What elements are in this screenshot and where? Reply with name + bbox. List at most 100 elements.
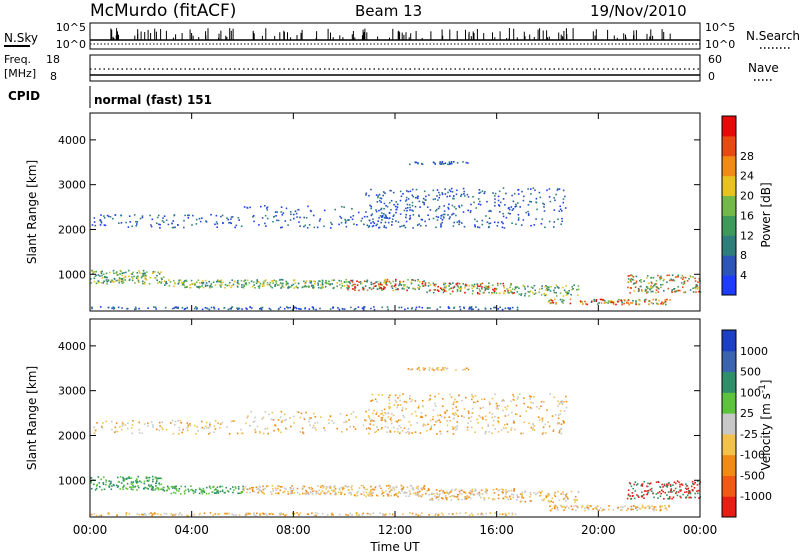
rti-cell <box>340 217 343 219</box>
rti-cell <box>498 292 501 294</box>
rti-cell <box>236 432 239 435</box>
rti-cell <box>104 224 107 227</box>
velocity-heatmap <box>90 367 701 517</box>
rti-cell <box>539 494 542 497</box>
rti-cell <box>633 282 636 284</box>
rti-cell <box>136 513 139 515</box>
rti-cell <box>684 491 686 494</box>
rti-cell <box>417 491 419 494</box>
rti-cell <box>209 487 212 490</box>
rti-cell <box>643 490 646 492</box>
rti-cell <box>689 289 692 291</box>
rti-cell <box>464 195 466 197</box>
rti-cell <box>147 476 149 479</box>
rti-cell <box>391 285 393 287</box>
rti-cell <box>203 427 205 430</box>
rti-cell <box>482 418 484 420</box>
rti-cell <box>634 490 637 492</box>
rti-cell <box>503 227 506 229</box>
rti-cell <box>296 216 298 218</box>
rti-cell <box>503 290 505 293</box>
rti-cell <box>519 393 521 395</box>
rti-cell <box>429 307 431 309</box>
rti-cell <box>694 280 697 282</box>
rti-cell <box>404 226 407 229</box>
rti-cell <box>563 401 565 403</box>
rti-cell <box>495 402 498 405</box>
rti-cell <box>305 217 308 219</box>
rti-cell <box>599 298 602 301</box>
rti-cell <box>516 286 519 288</box>
rti-cell <box>294 210 297 213</box>
rti-cell <box>608 508 610 511</box>
rti-cell <box>512 496 515 499</box>
rti-cell <box>333 490 336 492</box>
rti-cell <box>151 218 154 221</box>
rti-cell <box>561 220 563 223</box>
rti-cell <box>175 487 178 490</box>
rti-cell <box>362 485 365 487</box>
rti-cell <box>183 226 185 229</box>
rti-cell <box>113 431 116 434</box>
rti-cell <box>497 416 500 419</box>
rti-cell <box>533 284 536 287</box>
rti-cell <box>280 431 282 434</box>
rti-cell <box>279 512 281 515</box>
rti-cell <box>447 163 449 166</box>
rti-cell <box>199 220 202 223</box>
rti-cell <box>238 492 240 495</box>
rti-cell <box>219 280 222 282</box>
freq-tick-bottom: 8 <box>50 70 57 83</box>
rti-cell <box>491 397 494 400</box>
rti-cell <box>97 274 100 276</box>
rti-cell <box>569 298 572 301</box>
rti-cell <box>346 486 349 488</box>
rti-cell <box>90 278 92 280</box>
rti-cell <box>388 407 391 410</box>
rti-cell <box>602 508 605 511</box>
rti-cell <box>362 287 365 290</box>
rti-cell <box>111 428 113 431</box>
rti-cell <box>338 223 340 226</box>
rti-cell <box>508 208 511 211</box>
rti-cell <box>260 205 262 208</box>
rti-cell <box>178 490 180 492</box>
rti-cell <box>540 294 543 296</box>
rti-cell <box>443 283 445 286</box>
rti-cell <box>559 292 562 294</box>
rti-cell <box>498 488 501 491</box>
rti-cell <box>386 217 388 219</box>
rti-cell <box>663 484 666 487</box>
rti-cell <box>550 509 552 512</box>
rti-cell <box>116 430 119 433</box>
rti-cell <box>388 402 391 405</box>
rti-cell <box>174 492 177 494</box>
rti-cell <box>144 272 146 274</box>
rti-cell <box>425 224 427 227</box>
rti-cell <box>577 294 579 296</box>
rti-cell <box>240 490 243 493</box>
rti-cell <box>646 485 648 488</box>
rti-cell <box>209 422 211 424</box>
rti-cell <box>675 276 677 278</box>
rti-cell <box>90 487 93 490</box>
rti-cell <box>673 481 676 484</box>
rti-cell <box>438 494 441 497</box>
rti-cell <box>494 415 496 418</box>
rti-cell <box>641 504 644 507</box>
rti-cell <box>448 217 451 220</box>
rti-cell <box>502 427 505 429</box>
rti-cell <box>159 227 161 229</box>
rti-cell <box>626 302 629 304</box>
rti-cell <box>398 491 400 493</box>
rti-cell <box>672 279 675 281</box>
rti-cell <box>374 398 377 401</box>
rti-cell <box>423 202 425 204</box>
rti-cell <box>375 210 378 213</box>
rti-cell <box>565 406 568 409</box>
rti-cell <box>691 480 694 483</box>
rti-cell <box>372 224 375 227</box>
rti-cell <box>210 306 213 309</box>
rti-cell <box>281 226 283 229</box>
rti-cell <box>645 286 648 288</box>
